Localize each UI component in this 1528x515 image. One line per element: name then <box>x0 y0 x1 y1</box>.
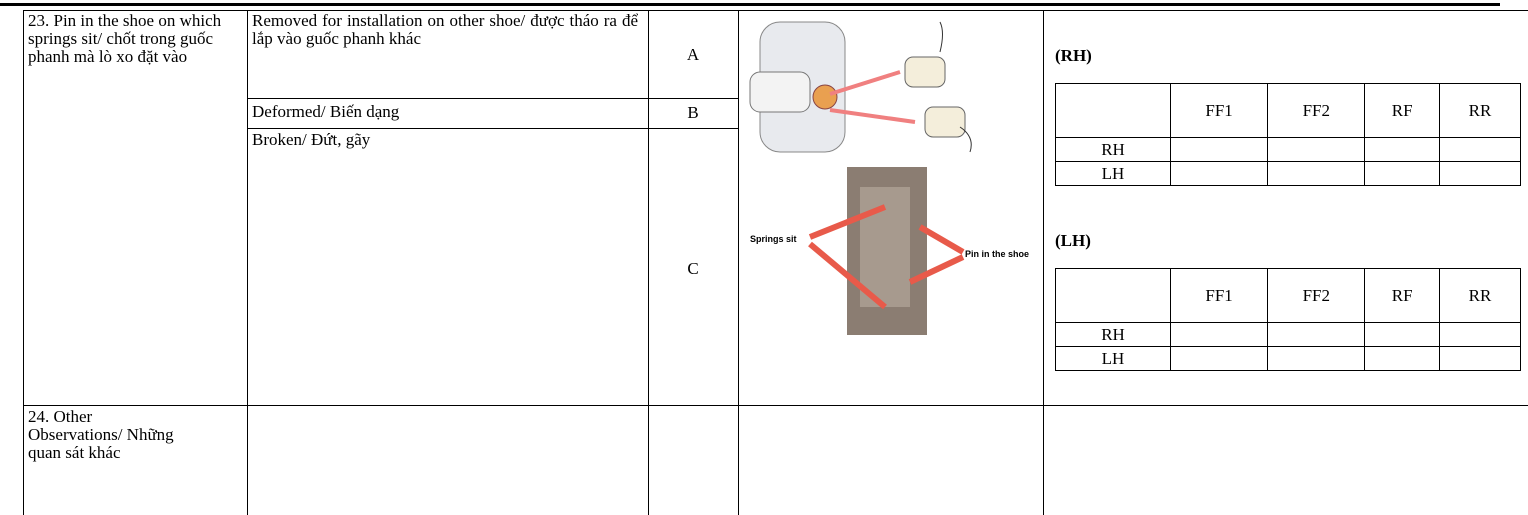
empty-cell <box>1267 346 1366 371</box>
table-row: RH <box>1055 322 1522 347</box>
status-table: FF1 FF2 RF RR RH LH <box>1055 268 1522 371</box>
header-row: FF1 FF2 RF RR <box>1055 83 1522 138</box>
header-cell: RR <box>1438 83 1522 138</box>
brake-drum-drawing <box>749 21 972 153</box>
header-cell: RR <box>1438 268 1522 323</box>
condition-text: Deformed/ Biến dạng <box>252 102 400 121</box>
table-border <box>247 128 738 129</box>
condition-text: Removed for installation on other shoe/ … <box>252 11 638 48</box>
empty-cell <box>1267 161 1366 186</box>
item-text: 24. Other Observations/ Những quan sát k… <box>28 407 174 462</box>
item-text: 23. Pin in the shoe on which springs sit… <box>28 11 222 66</box>
top-rule <box>0 3 1500 6</box>
table-row: LH <box>1055 346 1522 371</box>
empty-cell <box>1364 346 1440 371</box>
condition-text: Broken/ Đứt, gãy <box>252 130 371 149</box>
empty-cell <box>1364 322 1440 347</box>
table-row: RH <box>1055 137 1522 162</box>
empty-cell <box>1364 137 1440 162</box>
empty-cell <box>1364 161 1440 186</box>
empty-cell <box>1267 322 1366 347</box>
table-title: (LH) <box>1055 231 1091 250</box>
illustration: Springs sit Pin in the shoe <box>749 21 1029 335</box>
table-title: (RH) <box>1055 46 1092 65</box>
empty-cell <box>1438 137 1522 162</box>
empty-cell <box>1169 137 1269 162</box>
empty-cell <box>1169 346 1269 371</box>
header-cell: FF2 <box>1267 268 1366 323</box>
header-cell: RF <box>1364 83 1440 138</box>
empty-cell <box>1169 161 1269 186</box>
row-label: RH <box>1055 322 1171 347</box>
condition-code: B <box>687 103 699 122</box>
header-cell: FF2 <box>1267 83 1366 138</box>
empty-cell <box>1438 322 1522 347</box>
image-label: Pin in the shoe <box>965 249 1029 259</box>
row-label: LH <box>1055 346 1171 371</box>
empty-cell <box>1169 322 1269 347</box>
row-label: LH <box>1055 161 1171 186</box>
empty-cell <box>1438 161 1522 186</box>
table-border <box>23 10 24 515</box>
image-label: Springs sit <box>750 234 797 244</box>
table-border <box>738 10 739 515</box>
header-row: FF1 FF2 RF RR <box>1055 268 1522 323</box>
header-cell: FF1 <box>1169 83 1269 138</box>
table-border <box>247 98 738 99</box>
table-border <box>23 10 1528 11</box>
table-border <box>648 10 649 515</box>
empty-cell <box>1438 346 1522 371</box>
photo <box>808 167 965 335</box>
table-border <box>1043 10 1044 515</box>
row-label: RH <box>1055 137 1171 162</box>
condition-code: A <box>686 45 700 64</box>
table-border <box>247 10 248 515</box>
condition-code: C <box>687 259 699 278</box>
empty-cell <box>1267 137 1366 162</box>
header-cell <box>1055 268 1171 323</box>
header-cell: FF1 <box>1169 268 1269 323</box>
status-table: FF1 FF2 RF RR RH LH <box>1055 83 1522 186</box>
header-cell: RF <box>1364 268 1440 323</box>
table-border <box>23 405 1528 406</box>
table-row: LH <box>1055 161 1522 186</box>
header-cell <box>1055 83 1171 138</box>
